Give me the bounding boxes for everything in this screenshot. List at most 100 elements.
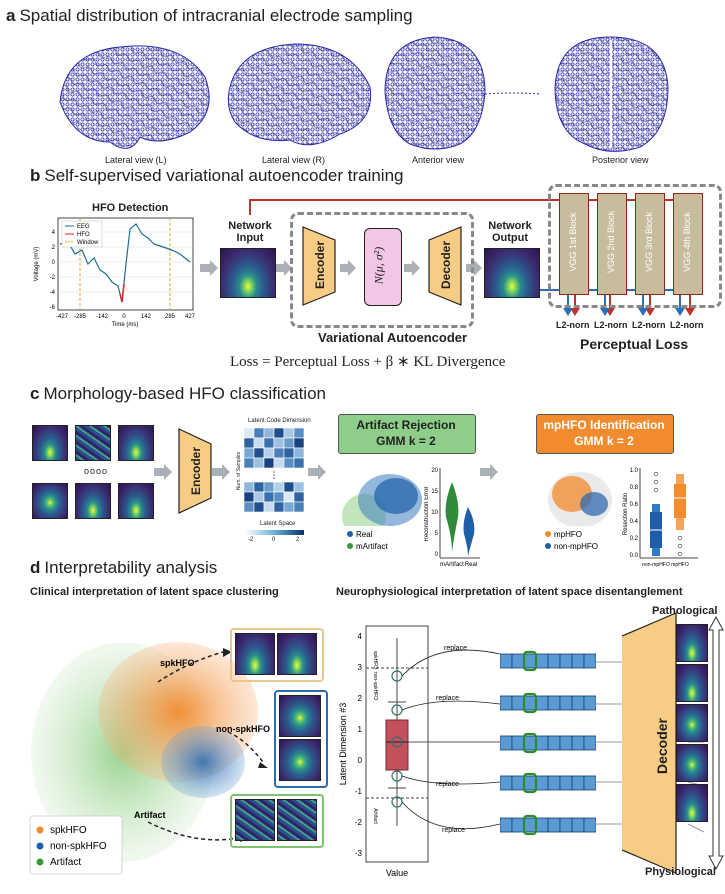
xtick: mArtifact — [440, 562, 464, 568]
brain-views — [59, 36, 669, 152]
legend-non-spkhfo: non-spkHFO — [50, 841, 107, 852]
xtick: 427 — [185, 314, 196, 320]
ytick: 0.2 — [630, 536, 639, 542]
view-label-posterior: Posterior view — [592, 155, 649, 165]
side-label-spk: spkHFO — [372, 651, 378, 669]
l2-label-3: L2-norn — [632, 320, 666, 330]
cluster-label-spk: spkHFO — [160, 658, 195, 668]
input-spec-1 — [32, 425, 68, 461]
y-axis-label: Voltage (mV) — [34, 247, 40, 282]
latent-label: N(μ, σ²) — [371, 246, 386, 285]
ytick: 1 — [358, 725, 363, 734]
decoded-spec-4 — [676, 744, 708, 782]
brain-posterior — [554, 36, 669, 152]
cluster-label-artifact: Artifact — [134, 810, 166, 820]
ytick: 10 — [431, 510, 438, 516]
latent-vectors — [500, 650, 596, 836]
ytick: -2 — [50, 275, 56, 281]
artifact-rejection-header — [338, 414, 476, 454]
ytick: 0.6 — [630, 502, 639, 508]
l2-label-1: L2-norn — [556, 320, 590, 330]
decoded-spec-2 — [676, 664, 708, 702]
ytick: 2 — [52, 245, 56, 251]
latent-scatter-large: spkHFO non-spkHFO Artifact spkHFO non-sp… — [29, 642, 270, 875]
num-samples-label: Num. of Samples — [236, 451, 243, 491]
hfo-detection-plot: EEG HFO Window 4 2 0 -2 -4 -6 -427 -285 … — [34, 217, 196, 328]
y-axis-label: Reconstruction Error — [424, 486, 430, 541]
xtick: -427 — [56, 314, 69, 320]
ytick: 0.4 — [630, 519, 639, 525]
xtick: -142 — [96, 314, 109, 320]
decoded-spec-3 — [676, 704, 708, 742]
ytick: 0 — [52, 260, 56, 266]
artifact-title-1: Artifact Rejection — [356, 418, 456, 432]
input-spec-3 — [118, 425, 154, 461]
ytick: -4 — [50, 290, 56, 296]
vgg-block-2 — [597, 193, 627, 295]
encoder-c-shape — [178, 428, 212, 514]
vgg-block-3 — [635, 193, 665, 295]
vgg-block-1-label: VGG 1st Block — [568, 212, 578, 272]
ytick: 1.0 — [630, 468, 639, 474]
ytick: 4 — [52, 230, 56, 236]
replace-connectors: replace replace replace replace — [401, 645, 705, 834]
legend-eeg: EEG — [77, 224, 90, 230]
side-label-artifact: Artifact — [372, 808, 378, 824]
mphfo-title-1: mpHFO Identification — [543, 418, 665, 432]
ytick: 15 — [431, 489, 438, 495]
nonspk-example-1 — [279, 695, 321, 737]
ytick: -1 — [355, 787, 363, 796]
view-label-left: Lateral view (L) — [105, 155, 167, 165]
vgg-dashed-box — [548, 184, 722, 308]
legend-martifact: mArtifact — [356, 542, 388, 551]
l2-label-2: L2-norn — [594, 320, 628, 330]
section-d-title: d Interpretability analysis — [30, 558, 218, 577]
artifact-scatter: Real mArtifact — [342, 474, 422, 554]
x-axis-label: Value — [386, 868, 408, 878]
brain-lateral-left — [59, 45, 210, 149]
latent-space-label: Latent Space — [260, 521, 296, 527]
colorbar-tick-1: -2 — [248, 537, 254, 543]
side-label-nonspk: non-spkHFO — [372, 672, 378, 700]
spk-example-2 — [277, 633, 317, 675]
pathological-label: Pathological — [652, 605, 718, 617]
ytick: 0 — [358, 756, 363, 765]
decoder-d-shape — [622, 612, 677, 874]
ytick: 3 — [358, 663, 363, 672]
artifact-example-1 — [235, 799, 275, 841]
left-subtitle: Clinical interpretation of latent space … — [30, 586, 279, 598]
network-input-label: Network Input — [228, 220, 272, 244]
decoder-d-label: Decoder — [654, 717, 671, 775]
colorbar-tick-2: 0 — [272, 537, 276, 543]
input-spec-6 — [118, 483, 154, 519]
ytick: 0.8 — [630, 485, 639, 491]
decoder-label: Decoder — [439, 240, 454, 290]
l2-label-4: L2-norn — [670, 320, 704, 330]
replace-label-1: replace — [444, 645, 467, 652]
artifact-violin: 20 15 10 5 0 Reconstruction Error mArtif… — [424, 468, 480, 568]
input-spec-5 — [75, 483, 111, 519]
latent-code-title: Latent Code Dimension — [248, 418, 311, 424]
ytick: 0.0 — [630, 553, 639, 559]
vae-dashed-box — [290, 212, 474, 328]
vgg-block-1 — [559, 193, 589, 295]
right-subtitle: Neurophysiological interpretation of lat… — [336, 586, 683, 598]
y-axis-label: Resection Ratio — [623, 492, 629, 535]
input-spec-4 — [32, 483, 68, 519]
physiological-label: Physiological — [645, 866, 716, 878]
legend-mphfo: mpHFO — [554, 530, 582, 539]
xtick: non-mpHFO — [642, 562, 670, 568]
xtick: 142 — [141, 314, 152, 320]
vae-label: Variational Autoencoder — [318, 330, 468, 345]
xtick: Real — [465, 562, 477, 568]
decoder-shape — [428, 226, 462, 306]
legend-real: Real — [356, 530, 373, 539]
mphfo-header — [536, 414, 674, 454]
ytick: 5 — [435, 531, 439, 537]
legend-non-mphfo: non-mpHFO — [554, 542, 598, 551]
spk-example-1 — [235, 633, 275, 675]
replace-label-4: replace — [442, 827, 465, 834]
loss-formula: Loss = Perceptual Loss + β ∗ KL Divergen… — [230, 354, 506, 370]
vgg-block-2-label: VGG 2nd Block — [606, 210, 616, 274]
section-c-arrows — [154, 464, 498, 480]
